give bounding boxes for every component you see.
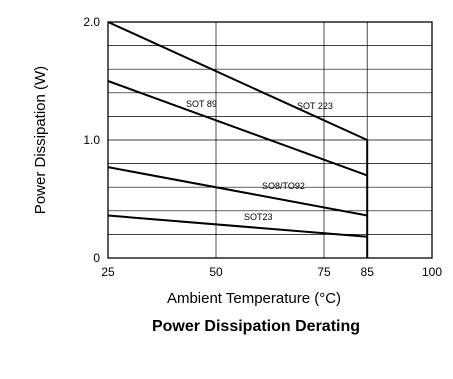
chart-title: Power Dissipation Derating (152, 318, 360, 335)
tick-labels: 25 50 75 85 100 0 1.0 2.0 (83, 15, 442, 279)
series-line-sot-89 (107, 80, 368, 177)
y-tick-label: 2.0 (83, 15, 100, 29)
series-line-so8-to92 (107, 166, 368, 217)
x-tick-label: 100 (422, 265, 442, 279)
x-tick-label: 85 (361, 265, 375, 279)
series-line-sot-223 (107, 21, 369, 258)
series-line-sot23 (107, 214, 368, 238)
y-axis-title: Power Dissipation (W) (32, 66, 49, 214)
y-tick-label: 0 (93, 251, 100, 265)
annotation-sot89: SOT 89 (186, 99, 217, 109)
x-tick-label: 25 (101, 265, 115, 279)
x-axis-title: Ambient Temperature (°C) (167, 290, 341, 307)
annotation-sot23: SOT23 (244, 212, 273, 222)
y-tick-label: 1.0 (83, 133, 100, 147)
series-lines (107, 21, 369, 258)
plot-frame (107, 21, 433, 259)
annotation-so8-to92: SO8/TO92 (262, 181, 305, 191)
x-tick-label: 75 (317, 265, 331, 279)
x-tick-label: 50 (209, 265, 223, 279)
annotation-sot223: SOT 223 (297, 101, 333, 111)
plot-border (107, 21, 433, 259)
